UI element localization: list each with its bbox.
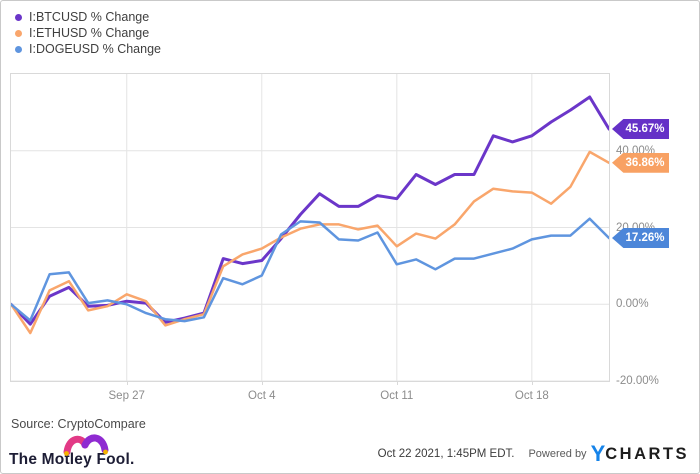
footer-right: Oct 22 2021, 1:45PM EDT. Powered by Y CHA… [377,441,689,466]
x-axis-tickmark [126,381,128,385]
series-line-ethusd [11,150,609,335]
x-axis-tickmark [531,381,533,385]
y-axis-label: -20.00% [616,375,659,387]
x-axis-label: Oct 11 [380,390,414,402]
chart-canvas [11,74,609,381]
legend-dot-btcusd [15,13,22,21]
x-axis-label: Oct 18 [514,390,549,402]
x-axis-tickmark [261,381,263,385]
motley-fool-wordmark: The Motley Fool. [9,451,135,468]
legend-label-ethusd: I:ETHUSD % Change [29,26,150,40]
timestamp: Oct 22 2021, 1:45PM EDT. [377,448,515,460]
legend-dot-ethusd [15,29,22,37]
jester-hat-icon [63,434,109,456]
x-axis-label: Oct 4 [248,390,276,402]
legend-label-btcusd: I:BTCUSD % Change [29,10,150,24]
legend-label-dogeusd: I:DOGEUSD % Change [29,42,161,56]
source-label: Source: CryptoCompare [11,417,146,431]
value-badge-dogeusd: 17.26% [612,228,669,248]
y-axis-label: 0.00% [616,298,649,311]
x-axis-tickmark [396,381,398,385]
legend-dot-dogeusd [15,45,22,53]
legend-item-dogeusd: I:DOGEUSD % Change [15,41,161,57]
motley-fool-logo: The Motley Fool. [9,434,135,469]
legend-item-ethusd: I:ETHUSD % Change [15,25,161,41]
value-badge-btcusd: 45.67% [612,118,669,139]
chart-legend: I:BTCUSD % Change I:ETHUSD % Change I:DOGE… [15,9,161,57]
value-badge-ethusd: 36.86% [612,152,669,173]
x-axis-label: Sep 27 [108,390,145,402]
series-line-dogeusd [11,217,609,323]
legend-item-btcusd: I:BTCUSD % Change [15,9,161,25]
ycharts-logo: Y CHARTS [590,441,689,466]
powered-by-label: Powered by [528,448,587,460]
series-line-btcusd [11,95,609,326]
plot-area [10,73,610,382]
